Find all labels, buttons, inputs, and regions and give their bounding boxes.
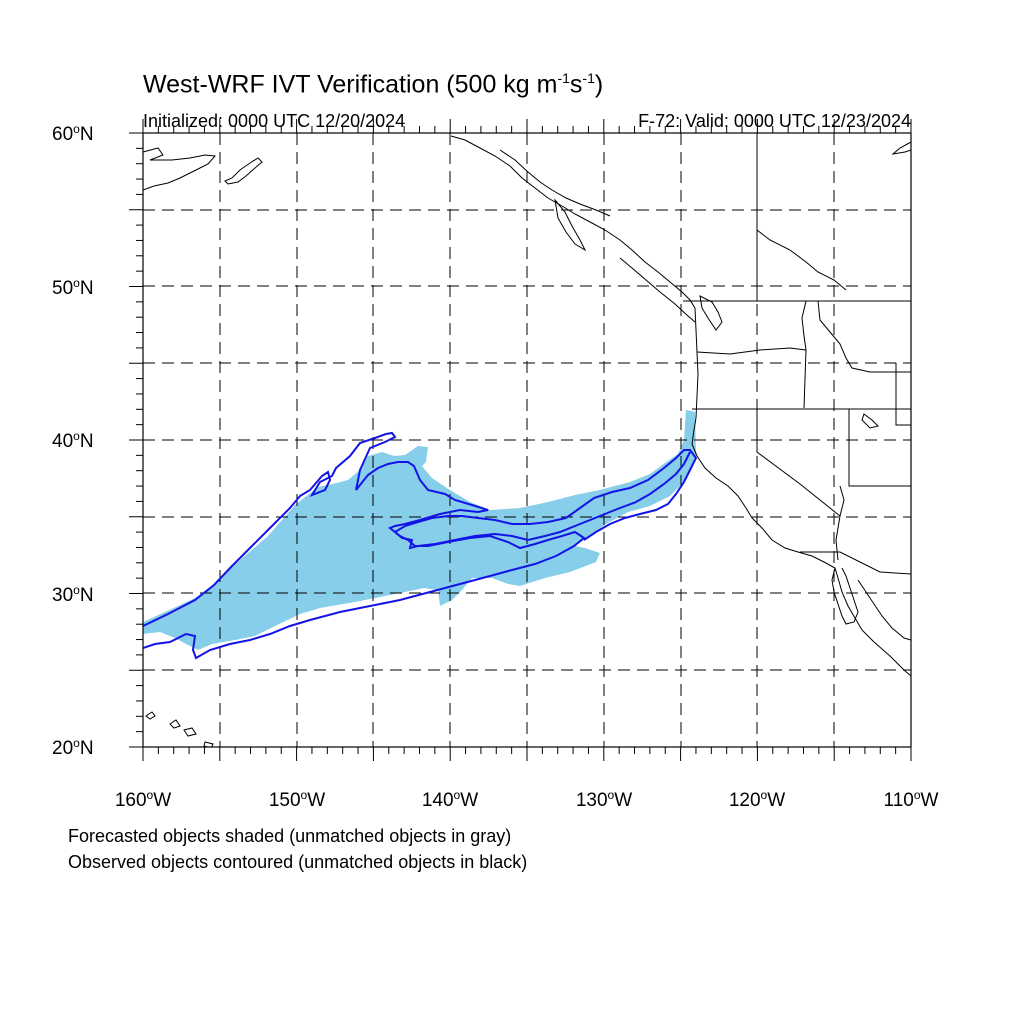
observed-object-east (565, 449, 698, 541)
graticule (143, 133, 911, 747)
lat-label-20: 20oN (52, 736, 94, 759)
lat-label-50: 50oN (52, 276, 94, 299)
forecast-objects (143, 410, 696, 650)
init-time-label: Initialized: 0000 UTC 12/20/2024 (143, 111, 406, 131)
lon-label-110: 110oW (883, 788, 939, 811)
lon-label-120: 120oW (728, 788, 786, 811)
observed-object-inner (393, 451, 691, 550)
lat-label-40: 40oN (52, 429, 94, 452)
lon-label-150: 150oW (268, 788, 326, 811)
note-observed: Observed objects contoured (unmatched ob… (68, 852, 528, 872)
lon-label-140: 140oW (421, 788, 479, 811)
forecast-object-main (143, 410, 696, 650)
observed-object-outer (143, 431, 586, 660)
lat-label-30: 30oN (52, 583, 94, 606)
valid-time-label: F-72: Valid: 0000 UTC 12/23/2024 (638, 111, 911, 131)
coastlines (143, 133, 911, 747)
lon-label-160: 160oW (114, 788, 172, 811)
observed-objects (143, 431, 698, 660)
chart-title: West-WRF IVT Verification (500 kg m-1s-1… (143, 70, 604, 99)
axis-ticks (129, 119, 912, 761)
note-forecast: Forecasted objects shaded (unmatched obj… (68, 826, 512, 846)
lon-label-130: 130oW (575, 788, 633, 811)
lat-label-60: 60oN (52, 122, 94, 145)
